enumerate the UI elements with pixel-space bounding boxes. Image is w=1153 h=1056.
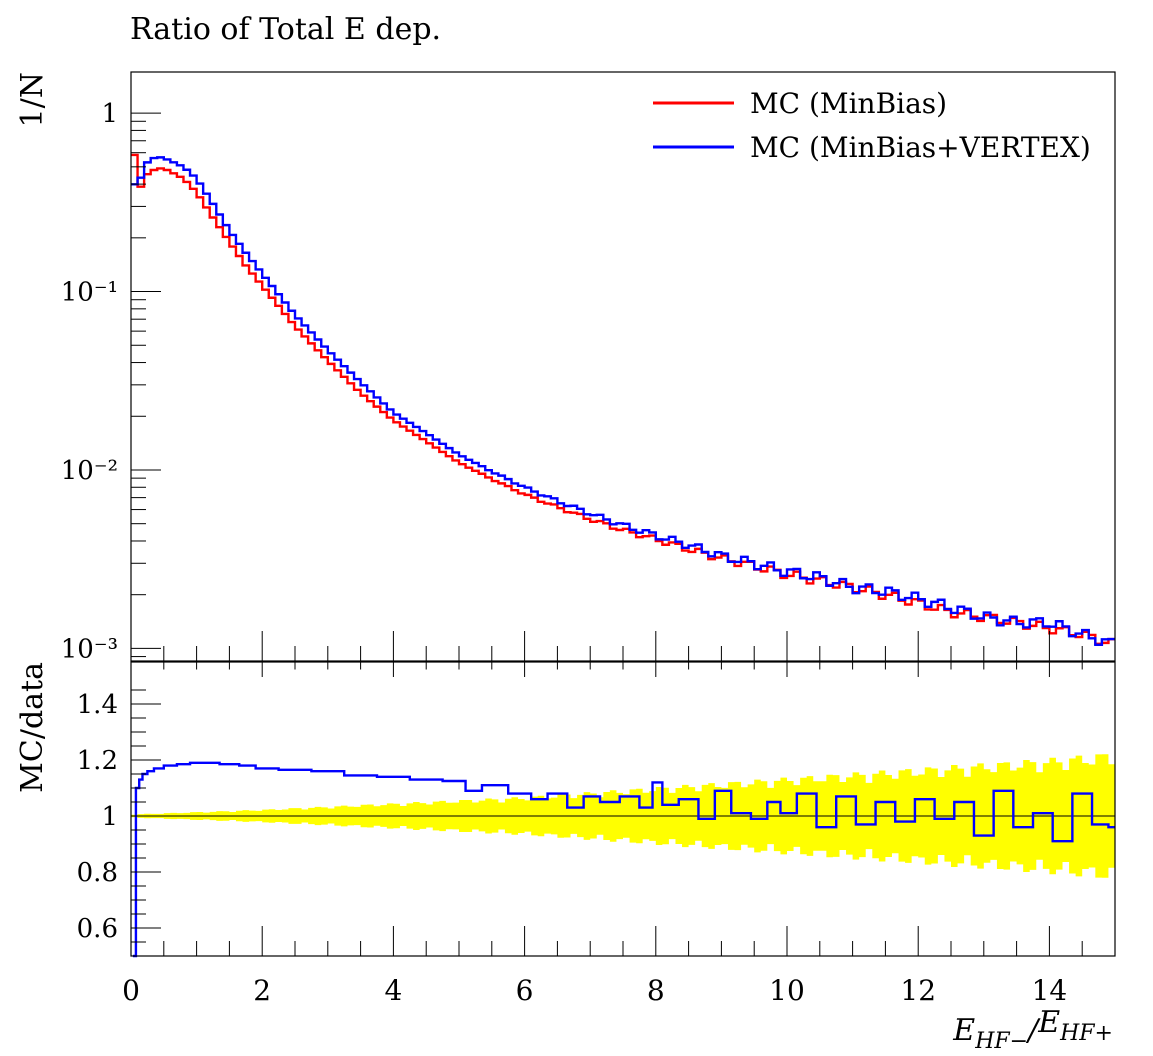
y-tick-label-ratio: 0.6 (77, 914, 118, 944)
y-tick-label-main: 10⁻¹ (61, 278, 118, 308)
x-axis-label: EHF−/EHF+ (952, 1005, 1113, 1054)
x-tick-label: 14 (1032, 974, 1068, 1007)
y-tick-label-ratio: 1 (101, 802, 118, 832)
main-y-axis-label: 1/N (15, 72, 50, 127)
legend-label-0: MC (MinBias) (750, 87, 947, 120)
y-tick-label-main: 10⁻² (61, 456, 118, 486)
y-tick-label-ratio: 1.2 (77, 746, 118, 776)
y-tick-label-ratio: 1.4 (77, 690, 118, 720)
x-tick-label: 8 (647, 974, 665, 1007)
x-axis-label-part: HF+ (1059, 1021, 1113, 1046)
x-tick-label: 12 (900, 974, 936, 1007)
x-axis-label-part: / (1025, 1013, 1041, 1048)
y-tick-label-main: 10⁻³ (61, 634, 118, 664)
y-tick-label-main: 1 (101, 99, 118, 129)
legend-label-1: MC (MinBias+VERTEX) (750, 131, 1091, 164)
x-tick-label: 6 (516, 974, 534, 1007)
y-tick-label-ratio: 0.8 (77, 858, 118, 888)
chart-title: Ratio of Total E dep. (130, 12, 442, 47)
ratio-y-axis-label: MC/data (15, 662, 50, 793)
x-tick-label: 0 (122, 974, 140, 1007)
series-mc-minbias (131, 153, 1115, 646)
x-axis-label-part: HF− (974, 1029, 1028, 1054)
x-tick-label: 2 (253, 974, 271, 1007)
x-tick-label: 10 (769, 974, 805, 1007)
x-axis-label-part: E (1037, 1005, 1060, 1040)
x-axis-label-part: E (952, 1013, 975, 1048)
x-tick-label: 4 (384, 974, 402, 1007)
series-mc-minbias-vertex (131, 156, 1115, 647)
ratio-series-mc-minbias-vertex (132, 761, 1115, 958)
